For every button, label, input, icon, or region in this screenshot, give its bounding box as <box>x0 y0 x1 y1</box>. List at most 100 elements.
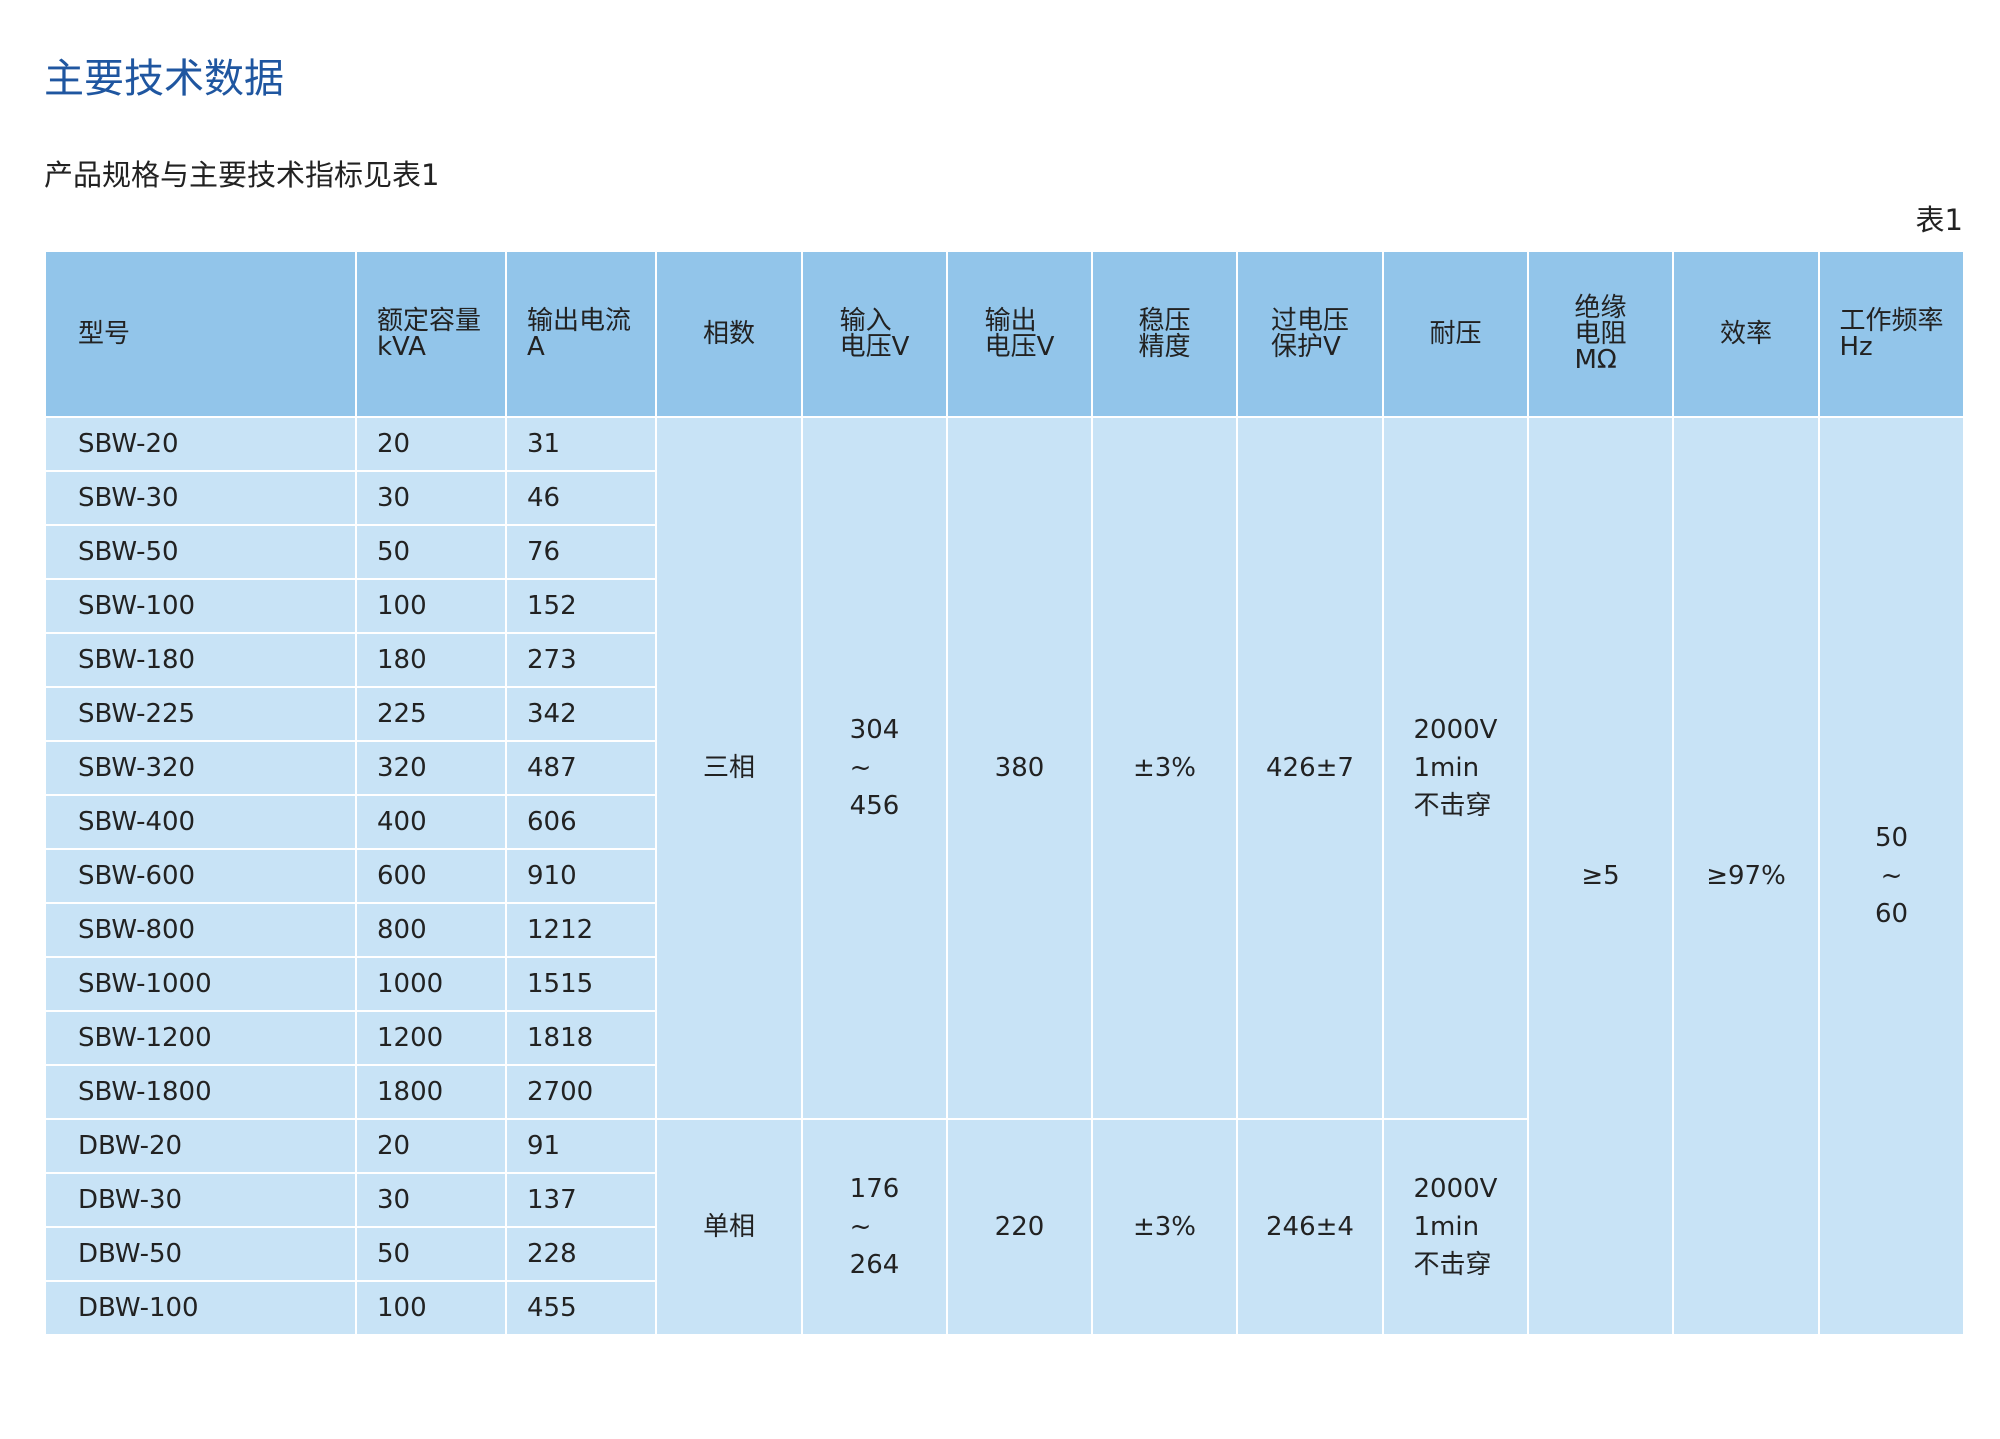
current-cell: 228 <box>505 1226 657 1282</box>
table-row: DBW-20 20 91 单相 176 ~ 264 220 ±3% 246±4 2000V 1m… <box>44 1118 1964 1336</box>
capacity-cell: 600 <box>355 848 507 904</box>
current-cell: 152 <box>505 578 657 634</box>
phase-cell: 三相 <box>655 416 803 1120</box>
table-row: SBW-320 320 487 <box>44 740 1964 796</box>
current-cell: 455 <box>505 1280 657 1336</box>
capacity-cell: 30 <box>355 470 507 526</box>
table-row: DBW-50 50 228 <box>44 1226 1964 1282</box>
table-row: DBW-100 100 455 <box>44 1280 1964 1336</box>
withstand-cell: 2000V 1min 不击穿 <box>1382 1118 1529 1336</box>
table-row: SBW-180 180 273 <box>44 632 1964 688</box>
model-cell: SBW-1200 <box>44 1010 357 1066</box>
header-input-voltage: 输入 电压V <box>839 306 910 362</box>
current-cell: 1515 <box>505 956 657 1012</box>
header-overvoltage: 过电压 保护V <box>1270 306 1349 362</box>
capacity-cell: 30 <box>355 1172 507 1228</box>
header-row: 型号 额定容量 kVA 输出电流 A 相数 输入 电压V 输出 电压V 稳压 精… <box>44 250 1965 418</box>
output-voltage-cell: 380 <box>946 416 1093 1120</box>
input-voltage-value: 176 ~ 264 <box>849 1174 900 1280</box>
header-withstand: 耐压 <box>1382 250 1529 418</box>
model-cell: DBW-100 <box>44 1280 357 1336</box>
input-voltage-value: 304 ~ 456 <box>849 715 900 821</box>
model-cell: SBW-400 <box>44 794 357 850</box>
header-current: 输出电流 A <box>505 250 657 418</box>
table-row: SBW-30 30 46 <box>44 470 1964 526</box>
header-model: 型号 <box>44 250 357 418</box>
capacity-cell: 100 <box>355 1280 507 1336</box>
model-cell: SBW-30 <box>44 470 357 526</box>
current-cell: 342 <box>505 686 657 742</box>
table-row: SBW-1000 1000 1515 <box>44 956 1964 1012</box>
frequency-cell: 50 ~ 60 <box>1818 416 1965 1336</box>
table-row: DBW-30 30 137 <box>44 1172 1964 1228</box>
capacity-cell: 1200 <box>355 1010 507 1066</box>
capacity-cell: 20 <box>355 1118 507 1174</box>
model-cell: SBW-180 <box>44 632 357 688</box>
withstand-value: 2000V 1min 不击穿 <box>1413 1174 1498 1280</box>
page-title: 主要技术数据 <box>44 56 284 102</box>
spec-table: 型号 额定容量 kVA 输出电流 A 相数 输入 电压V 输出 电压V 稳压 精… <box>44 250 1965 1336</box>
current-cell: 31 <box>505 416 657 472</box>
current-cell: 91 <box>505 1118 657 1174</box>
header-frequency: 工作频率 Hz <box>1839 306 1944 362</box>
subtitle: 产品规格与主要技术指标见表1 <box>44 158 440 192</box>
model-cell: SBW-600 <box>44 848 357 904</box>
output-voltage-cell: 220 <box>946 1118 1093 1336</box>
input-voltage-cell: 304 ~ 456 <box>801 416 948 1120</box>
withstand-value: 2000V 1min 不击穿 <box>1413 715 1498 821</box>
overvoltage-cell: 426±7 <box>1236 416 1384 1120</box>
capacity-cell: 20 <box>355 416 507 472</box>
current-cell: 910 <box>505 848 657 904</box>
current-cell: 1212 <box>505 902 657 958</box>
current-cell: 46 <box>505 470 657 526</box>
table-row: SBW-50 50 76 <box>44 524 1964 580</box>
capacity-cell: 50 <box>355 524 507 580</box>
capacity-cell: 1000 <box>355 956 507 1012</box>
table-row: SBW-100 100 152 <box>44 578 1964 634</box>
capacity-cell: 320 <box>355 740 507 796</box>
accuracy-cell: ±3% <box>1091 416 1238 1120</box>
table-row: SBW-1800 1800 2700 <box>44 1064 1964 1120</box>
efficiency-cell: ≥97% <box>1672 416 1820 1336</box>
header-capacity: 额定容量 kVA <box>355 250 507 418</box>
overvoltage-cell: 246±4 <box>1236 1118 1384 1336</box>
table-row: SBW-400 400 606 <box>44 794 1964 850</box>
current-cell: 137 <box>505 1172 657 1228</box>
model-cell: SBW-320 <box>44 740 357 796</box>
header-accuracy: 稳压 精度 <box>1138 306 1191 362</box>
header-output-voltage: 输出 电压V <box>984 306 1055 362</box>
table-label: 表1 <box>1915 203 1963 237</box>
model-cell: SBW-20 <box>44 416 357 472</box>
header-efficiency: 效率 <box>1672 250 1820 418</box>
model-cell: SBW-1800 <box>44 1064 357 1120</box>
model-cell: DBW-20 <box>44 1118 357 1174</box>
capacity-cell: 400 <box>355 794 507 850</box>
withstand-cell: 2000V 1min 不击穿 <box>1382 416 1529 1120</box>
table-row: SBW-225 225 342 <box>44 686 1964 742</box>
table-row: SBW-600 600 910 <box>44 848 1964 904</box>
model-cell: SBW-800 <box>44 902 357 958</box>
header-insulation: 绝缘 电阻 MΩ <box>1574 293 1627 375</box>
table-row: SBW-20 20 31 三相 304 ~ 456 380 ±3% 426±7 2000V 1m… <box>44 416 1965 1336</box>
header-phase: 相数 <box>655 250 803 418</box>
model-cell: DBW-30 <box>44 1172 357 1228</box>
model-cell: SBW-1000 <box>44 956 357 1012</box>
model-cell: SBW-50 <box>44 524 357 580</box>
current-cell: 1818 <box>505 1010 657 1066</box>
capacity-cell: 225 <box>355 686 507 742</box>
capacity-cell: 800 <box>355 902 507 958</box>
model-cell: SBW-225 <box>44 686 357 742</box>
accuracy-cell: ±3% <box>1091 1118 1238 1336</box>
capacity-cell: 50 <box>355 1226 507 1282</box>
phase-cell: 单相 <box>655 1118 803 1336</box>
capacity-cell: 100 <box>355 578 507 634</box>
input-voltage-cell: 176 ~ 264 <box>801 1118 948 1336</box>
insulation-cell: ≥5 <box>1527 416 1674 1336</box>
current-cell: 273 <box>505 632 657 688</box>
current-cell: 606 <box>505 794 657 850</box>
current-cell: 76 <box>505 524 657 580</box>
current-cell: 487 <box>505 740 657 796</box>
capacity-cell: 1800 <box>355 1064 507 1120</box>
table-row: SBW-1200 1200 1818 <box>44 1010 1964 1066</box>
current-cell: 2700 <box>505 1064 657 1120</box>
